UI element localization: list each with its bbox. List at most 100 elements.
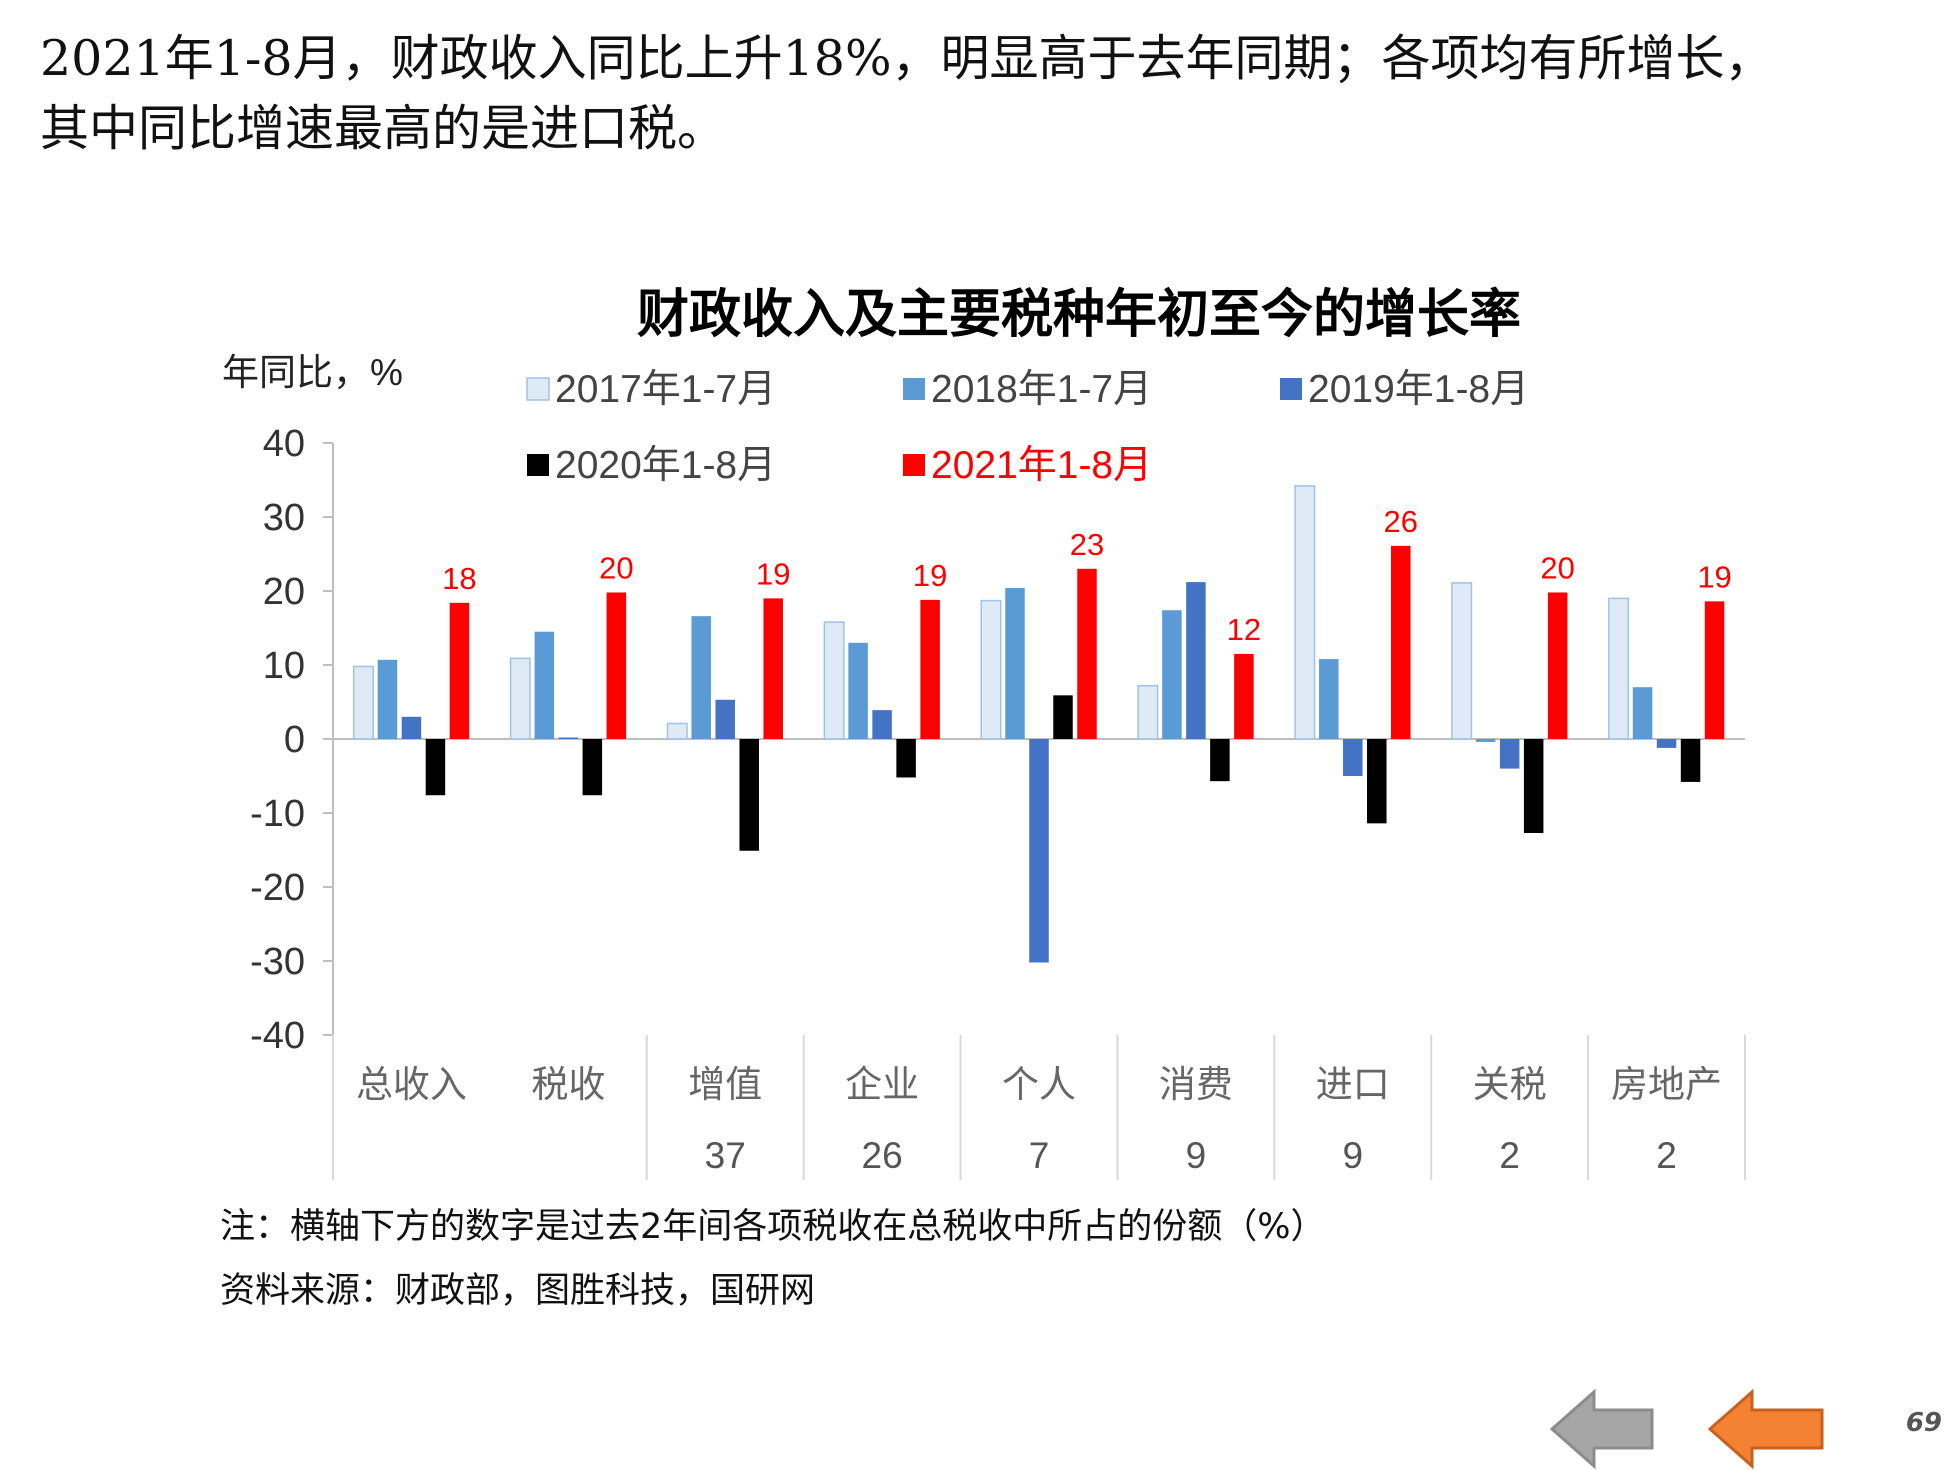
bar-1 [352, 665, 374, 740]
data-label: 12 [1227, 612, 1261, 647]
bar-2 [534, 631, 555, 739]
y-tick-label: 30 [263, 497, 305, 539]
data-label: 26 [1384, 504, 1418, 539]
x-tick-label: 总收入 [356, 1063, 467, 1106]
bar-3 [872, 710, 892, 739]
bar-4 [582, 739, 603, 796]
share-label: 9 [1186, 1135, 1207, 1176]
legend-label: 2021年1-8月 [931, 444, 1152, 487]
bar-4 [896, 739, 916, 778]
legend-swatch [1280, 378, 1302, 400]
bar-5 [763, 598, 783, 739]
legend-label: 2018年1-7月 [931, 368, 1152, 411]
y-tick-label: -40 [250, 1015, 305, 1057]
data-label: 23 [1070, 527, 1104, 562]
y-tick-label: 10 [263, 645, 305, 687]
bar-4 [1680, 739, 1701, 782]
bar-1 [1451, 582, 1473, 740]
data-label: 20 [599, 550, 633, 585]
bar-5 [449, 602, 470, 739]
bar-3 [401, 716, 422, 739]
bar-4 [1210, 739, 1230, 782]
x-tick-label: 关税 [1473, 1063, 1547, 1106]
legend-swatch [526, 377, 550, 401]
y-tick-label: -30 [250, 941, 305, 983]
share-label: 37 [705, 1135, 746, 1176]
bar-2 [1319, 659, 1339, 739]
share-label: 26 [862, 1135, 903, 1176]
chart-title: 财政收入及主要税种年初至今的增长率 [637, 286, 1521, 344]
bar-2 [848, 642, 868, 739]
x-tick-label: 消费 [1159, 1063, 1233, 1106]
bar-5 [1077, 568, 1097, 739]
source-note: 资料来源：财政部，图胜科技，国研网 [220, 1271, 816, 1311]
bar-3 [1656, 739, 1677, 748]
legend-label: 2017年1-7月 [555, 368, 776, 411]
bar-1 [1294, 485, 1316, 740]
y-tick-label: -20 [250, 867, 305, 909]
x-tick-label: 房地产 [1611, 1063, 1722, 1106]
bar-4 [425, 739, 446, 796]
bar-1 [509, 657, 531, 740]
y-tick-label: 20 [263, 571, 305, 613]
x-tick-label: 税收 [531, 1063, 605, 1106]
bar-3 [1029, 739, 1049, 963]
bar-5 [606, 592, 627, 739]
y-tick-label: 40 [263, 423, 305, 465]
bar-2 [1005, 588, 1025, 739]
bar-2 [691, 616, 711, 739]
share-label: 7 [1029, 1135, 1050, 1176]
bar-2 [1632, 687, 1653, 739]
bar-1 [823, 621, 845, 740]
bar-3 [1499, 739, 1520, 769]
y-axis-label: 年同比，% [222, 352, 403, 393]
y-tick-label: 0 [284, 719, 305, 761]
bar-5 [1547, 592, 1568, 739]
data-label: 19 [913, 558, 947, 593]
data-label: 19 [1697, 559, 1731, 594]
bar-4 [1523, 739, 1544, 833]
data-label: 19 [756, 556, 790, 591]
x-tick-label: 进口 [1316, 1063, 1390, 1106]
legend-label: 2019年1-8月 [1308, 368, 1529, 411]
bar-1 [1137, 684, 1159, 740]
bar-5 [1704, 601, 1725, 739]
headline-line-1: 2021年1-8月，财政收入同比上升18%，明显高于去年同期；各项均有所增长， [40, 30, 1774, 87]
share-label: 2 [1499, 1135, 1520, 1176]
bar-3 [715, 699, 735, 739]
bar-1 [980, 599, 1002, 740]
bar-2 [1162, 610, 1182, 739]
headline-line-2: 其中同比增速最高的是进口税。 [40, 100, 727, 157]
bar-4 [739, 739, 759, 851]
x-tick-label: 企业 [845, 1063, 919, 1106]
bar-3 [1186, 582, 1206, 739]
share-label: 2 [1656, 1135, 1677, 1176]
orange-left-arrow-icon[interactable] [1706, 1388, 1828, 1470]
bar-3 [558, 737, 579, 739]
data-label: 20 [1540, 550, 1574, 585]
bar-5 [1234, 653, 1254, 739]
gray-left-arrow-icon[interactable] [1548, 1388, 1658, 1470]
chart-note: 注：横轴下方的数字是过去2年间各项税收在总税收中所占的份额（%） [220, 1207, 1326, 1247]
bar-1 [666, 722, 688, 740]
bar-1 [1608, 597, 1630, 740]
bar-3 [1343, 739, 1363, 776]
x-tick-label: 个人 [1002, 1063, 1076, 1106]
legend-label: 2020年1-8月 [555, 444, 776, 487]
bar-2 [377, 659, 398, 739]
legend-swatch [527, 454, 549, 476]
bar-4 [1053, 695, 1073, 739]
legend-swatch [903, 378, 925, 400]
page-number: 69 [1905, 1408, 1942, 1438]
x-tick-label: 增值 [688, 1063, 762, 1106]
bar-4 [1367, 739, 1387, 824]
bar-2 [1475, 739, 1496, 742]
bar-5 [1391, 545, 1411, 739]
legend-swatch [903, 454, 925, 476]
bar-5 [920, 599, 940, 739]
y-tick-label: -10 [250, 793, 305, 835]
headline: 2021年1-8月，财政收入同比上升18%，明显高于去年同期；各项均有所增长， … [40, 24, 1930, 164]
data-label: 18 [442, 561, 476, 596]
share-label: 9 [1342, 1135, 1363, 1176]
